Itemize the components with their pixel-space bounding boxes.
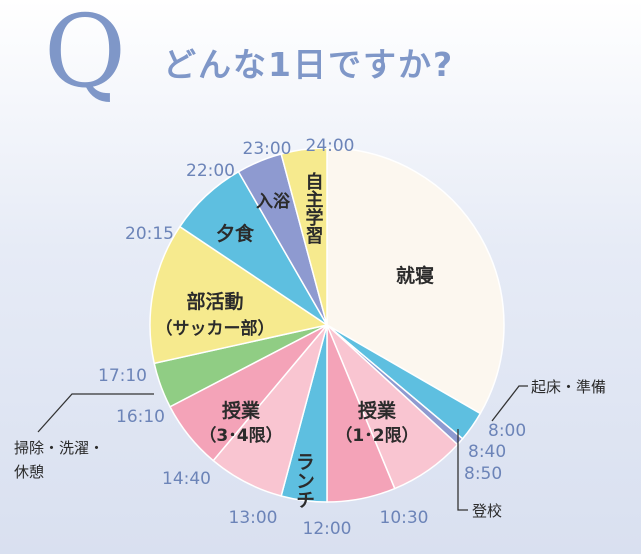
- callout-label-wake: 起床・準備: [531, 378, 606, 396]
- tick-label-2400: 24:00: [306, 136, 355, 156]
- tick-label-0800: 8:00: [488, 421, 526, 441]
- slice-label-study: 自主学習: [303, 171, 324, 245]
- slice-label-dinner: 夕食: [216, 222, 255, 245]
- tick-label-1200: 12:00: [303, 519, 352, 539]
- tick-label-1030: 10:30: [380, 508, 429, 528]
- slice-label-class34-title: 授業: [222, 399, 261, 422]
- tick-label-1610: 16:10: [116, 407, 165, 427]
- slice-label-club-title: 部活動: [186, 290, 243, 313]
- tick-label-0850: 8:50: [464, 464, 502, 484]
- question-title: どんな1日ですか?: [163, 45, 455, 84]
- callout-line-wake: [491, 385, 528, 422]
- pie-slice-0: [326, 147, 505, 415]
- pie-slice-9: [149, 225, 329, 365]
- callout-label-cleaning-2: 休憩: [14, 463, 44, 481]
- q-letter: Q: [44, 0, 126, 110]
- slice-label-class12-title: 授業: [358, 399, 397, 422]
- callout-line-cleaning: [37, 393, 154, 433]
- tick-label-1440: 14:40: [162, 469, 211, 489]
- pie-slice-12: [280, 147, 328, 326]
- tick-label-2200: 22:00: [186, 161, 235, 181]
- tick-label-2300: 23:00: [243, 139, 292, 159]
- tick-label-0840: 8:40: [468, 442, 506, 462]
- slice-label-bath: 入浴: [256, 191, 291, 212]
- slice-label-lunch: ランチ: [293, 452, 315, 509]
- slice-label-class34-sub: （3･4限）: [199, 425, 282, 446]
- tick-label-2015: 20:15: [125, 224, 174, 244]
- callout-label-commute: 登校: [472, 502, 502, 520]
- slice-label-class12-sub: （1･2限）: [335, 425, 418, 446]
- tick-label-1710: 17:10: [98, 366, 147, 386]
- slice-label-sleep: 就寝: [396, 264, 434, 287]
- callout-line-commute: [457, 429, 468, 511]
- slice-label-club-sub: （サッカー部）: [156, 318, 275, 339]
- tick-label-1300: 13:00: [229, 508, 278, 528]
- callout-label-cleaning-1: 掃除・洗濯・: [14, 439, 104, 457]
